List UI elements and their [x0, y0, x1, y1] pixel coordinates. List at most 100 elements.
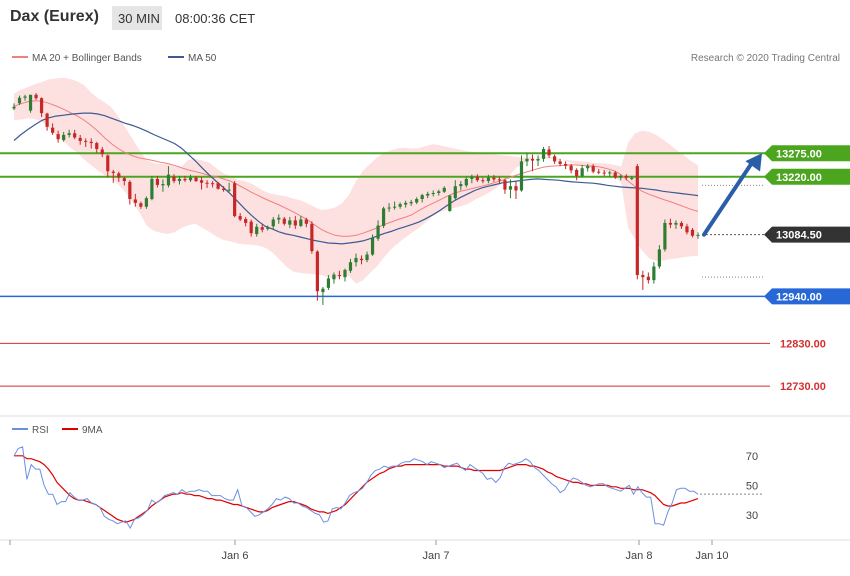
candle-body [348, 262, 353, 271]
candle-body [586, 166, 590, 169]
candle-body [315, 251, 319, 292]
timeframe-label[interactable]: 30 MIN [118, 11, 160, 26]
timeframe-selector[interactable] [112, 6, 162, 30]
candlesticks [12, 93, 700, 305]
moving-averages [13, 100, 699, 245]
rsi-tick-label: 50 [746, 480, 758, 492]
candle-body [271, 219, 275, 227]
candle-body [597, 171, 601, 173]
candle-body [679, 222, 684, 227]
level-label-support-2-bg [764, 288, 850, 305]
current-price-label-bg [764, 226, 850, 243]
candle-body [238, 216, 242, 220]
candle-body [536, 158, 540, 161]
level-label-resistance-1-bg [764, 168, 850, 185]
candle-body [514, 186, 518, 191]
main-legend: MA 20 + Bollinger Bands MA 50 Research ©… [12, 53, 840, 64]
candle-body [569, 165, 573, 171]
candle-body [354, 257, 358, 263]
candle-body [497, 179, 502, 181]
candle-body [205, 182, 209, 184]
candle-body [293, 220, 297, 226]
level-label-support-2-text: 12940.00 [776, 291, 822, 303]
x-tick-label: Jan 10 [695, 550, 728, 562]
candle-body [624, 175, 628, 178]
candle-body [420, 195, 424, 200]
candle-body [641, 275, 645, 278]
candle-body [111, 171, 115, 173]
candle-body [277, 217, 281, 220]
candle-body [161, 184, 165, 186]
candle-body [73, 133, 77, 138]
candle-body [106, 155, 110, 172]
ma20-line [13, 100, 699, 237]
copyright-text: Research © 2020 Trading Central [691, 53, 840, 64]
candle-body [244, 219, 248, 223]
candle-body [199, 180, 204, 183]
projection-arrow-head [745, 153, 762, 172]
projection-arrow-shaft [702, 159, 755, 237]
candle-body [194, 177, 198, 182]
candle-body [530, 158, 535, 161]
candle-body [602, 172, 606, 174]
candle-body [608, 172, 612, 174]
candle-body [657, 249, 661, 267]
candle-body [448, 195, 452, 211]
candle-body [95, 143, 99, 150]
candle-body [51, 127, 55, 133]
candle-body [321, 288, 325, 293]
candle-body [359, 258, 364, 261]
candle-body [426, 193, 430, 196]
candle-body [89, 141, 93, 144]
candle-body [326, 278, 331, 288]
candle-body [415, 199, 419, 203]
candle-body [62, 134, 66, 141]
candle-body [442, 187, 446, 192]
candle-body [216, 183, 220, 189]
candle-body [150, 178, 154, 200]
candle-body [431, 193, 435, 195]
candle-body [260, 227, 264, 230]
candle-body [337, 275, 342, 277]
candle-body [503, 180, 507, 190]
candle-body [464, 178, 468, 186]
candle-body [552, 156, 557, 162]
candle-body [525, 158, 529, 162]
level-label-resistance-0-text: 13275.00 [776, 148, 822, 160]
candle-body [437, 191, 441, 194]
ma50-legend-label: MA 50 [188, 53, 217, 64]
candle-body [332, 274, 336, 280]
x-tick-label: Jan 8 [626, 550, 653, 562]
candle-body [343, 269, 347, 278]
candle-body [117, 173, 121, 178]
candle-body [690, 229, 695, 236]
candle-body [646, 276, 650, 281]
level-label-resistance-0-bg [764, 145, 850, 162]
candle-body [39, 98, 44, 114]
candle-body [67, 133, 71, 135]
candle-body [28, 94, 33, 111]
candle-body [619, 175, 623, 178]
candle-body [575, 169, 579, 176]
candle-body [519, 161, 524, 191]
rsi-line [13, 446, 699, 530]
level-labels: 13275.00 13220.00 12940.00 12830.00 12730.00… [764, 145, 850, 393]
candle-body [84, 140, 88, 142]
candle-body [155, 178, 160, 185]
candle-body [177, 178, 182, 182]
candle-body [255, 226, 259, 235]
candle-body [144, 198, 148, 207]
candle-body [122, 178, 126, 182]
candle-body [393, 206, 397, 208]
candle-body [630, 178, 634, 180]
candle-body [492, 177, 496, 180]
candle-body [674, 222, 678, 225]
candle-body [409, 201, 413, 204]
candle-body [23, 96, 27, 98]
candle-body [685, 226, 689, 233]
candle-body [696, 234, 700, 236]
candle-body [139, 203, 143, 207]
x-axis: Jan 6 Jan 7 Jan 8 Jan 10 [9, 540, 729, 562]
candle-body [172, 176, 176, 182]
x-tick-label: Jan 6 [222, 550, 249, 562]
